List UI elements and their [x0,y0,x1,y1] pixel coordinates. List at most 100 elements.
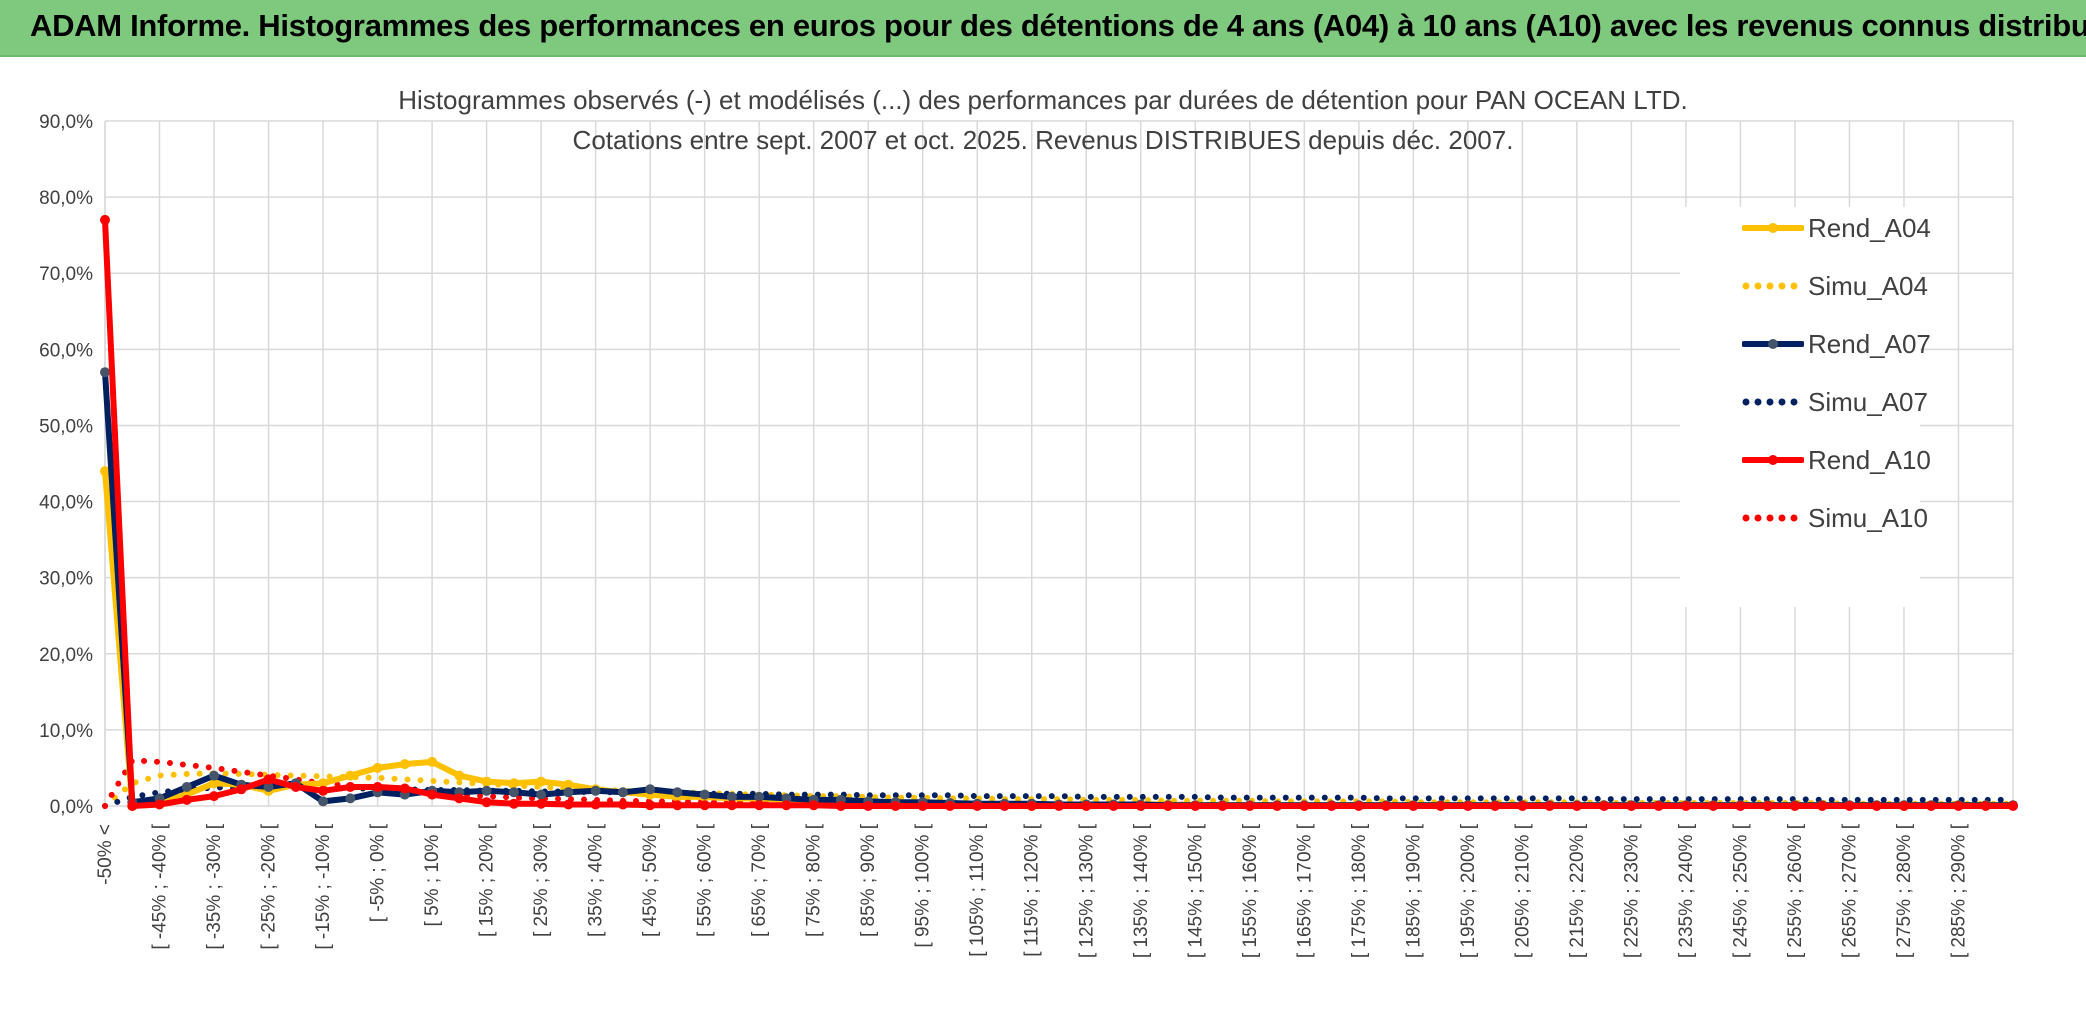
x-tick-label: [ 65% ; 70% [ [749,823,770,937]
point-rend-a10 [1626,801,1637,811]
point-rend-a10 [1353,801,1364,811]
point-rend-a07 [645,784,656,795]
point-rend-a10 [100,214,110,225]
point-rend-a10 [345,782,356,792]
x-tick-label: [ -45% ; -40% [ [150,823,171,949]
x-tick-label: [ 245% ; 250% [ [1730,823,1751,958]
point-rend-a10 [1408,801,1419,811]
x-tick-label: [ -15% ; -10% [ [313,823,334,949]
x-tick-label: [ 175% ; 180% [ [1349,823,1370,958]
legend-label-simu-a10: Simu_A10 [1808,503,1928,533]
x-tick-label: [ 235% ; 240% [ [1676,823,1697,958]
chart-svg: 0,0% 10,0% 20,0% 30,0% 40,0% 50,0% 60,0% 70,0% 8… [39,112,2018,958]
point-rend-a10 [699,800,710,811]
point-rend-a10 [508,798,519,809]
chart-title: Histogrammes observés (-) et modélisés (… [398,85,1688,115]
point-rend-a10 [1381,801,1392,811]
x-tick-label: [ 95% ; 100% [ [913,823,934,947]
point-rend-a10 [1462,801,1473,811]
x-tick-label: -50% < [95,824,116,885]
point-rend-a10 [1135,801,1146,811]
point-rend-a10 [781,800,792,811]
header-banner: ADAM Informe. Histogrammes des performan… [0,0,2086,57]
legend-label-simu-a07: Simu_A07 [1808,387,1928,417]
point-rend-a10 [1599,801,1610,811]
point-rend-a04 [100,466,110,477]
point-rend-a10 [399,783,410,794]
point-rend-a10 [1326,801,1337,811]
legend-swatch-simu-a07 [1742,398,1804,406]
point-rend-a10 [263,774,274,785]
x-tick-label: [ 5% ; 10% [ [422,823,443,926]
point-rend-a04 [508,778,519,789]
legend-item-simu-a10: Simu_A10 [1680,497,1928,537]
point-rend-a07 [672,787,683,798]
point-rend-a10 [945,801,955,811]
point-rend-a07 [508,787,519,798]
chart-legend: Rend_A04 Simu_A04 Rend_A07 Simu_A07 [1680,207,1931,607]
legend-swatch-rend-a04 [1742,223,1804,233]
series-layer [100,214,2018,811]
point-rend-a04 [345,770,356,781]
point-rend-a10 [1217,801,1228,811]
point-rend-a10 [481,797,492,808]
point-rend-a04 [481,776,492,787]
legend-swatch-rend-a07 [1742,339,1804,349]
y-tick-label: 60,0% [39,340,93,361]
chart-area: 0,0% 10,0% 20,0% 30,0% 40,0% 50,0% 60,0% 70,0% 8… [0,57,2086,1033]
point-rend-a10 [917,801,928,811]
point-rend-a07 [699,789,710,800]
point-rend-a10 [1490,801,1501,811]
point-rend-a10 [454,793,465,804]
point-rend-a10 [563,799,574,810]
report-title: ADAM Informe. Histogrammes des performan… [30,8,2086,43]
legend-label-rend-a07: Rend_A07 [1808,329,1931,359]
y-tick-label: 50,0% [39,416,93,437]
x-tick-label: [ 35% ; 40% [ [586,823,607,937]
point-rend-a10 [2008,801,2018,811]
point-rend-a10 [1653,801,1664,811]
x-tick-label: [ -5% ; 0% [ [368,823,389,922]
legend-item-rend-a10: Rend_A10 [1680,439,1931,479]
point-rend-a10 [1817,801,1828,811]
x-tick-label: [ 75% ; 80% [ [804,823,825,937]
point-rend-a10 [1163,801,1173,811]
point-rend-a10 [318,785,329,796]
point-rend-a10 [808,800,819,811]
point-rend-a04 [454,770,465,781]
y-tick-label: 30,0% [39,569,93,590]
point-rend-a10 [536,798,547,809]
y-axis-ticks: 0,0% 10,0% 20,0% 30,0% 40,0% 50,0% 60,0% 70,0% 8… [39,112,93,818]
x-tick-label: [ 25% ; 30% [ [531,823,552,937]
point-rend-a10 [1899,801,1909,811]
point-rend-a10 [1762,801,1773,811]
y-tick-label: 20,0% [39,645,93,666]
point-rend-a10 [617,799,628,810]
x-tick-label: [ 55% ; 60% [ [695,823,716,937]
point-rend-a04 [209,778,219,789]
point-rend-a10 [645,800,656,811]
legend-label-rend-a04: Rend_A04 [1808,213,1931,243]
point-rend-a10 [127,801,138,811]
point-rend-a10 [1517,801,1528,811]
x-tick-label: [ 195% ; 200% [ [1458,823,1479,958]
point-rend-a10 [972,801,983,811]
point-rend-a10 [1244,801,1255,811]
x-tick-label: [ 105% ; 110% [ [967,823,988,956]
point-rend-a10 [1735,801,1746,811]
chart-subtitle: Cotations entre sept. 2007 et oct. 2025.… [572,125,1514,155]
x-tick-label: [ 155% ; 160% [ [1240,823,1261,958]
point-rend-a10 [236,784,247,795]
point-rend-a07 [590,785,601,796]
x-tick-label: [ 45% ; 50% [ [640,823,661,937]
legend-item-rend-a07: Rend_A07 [1680,323,1931,363]
point-rend-a07 [536,789,547,800]
point-rend-a10 [1190,801,1201,811]
point-rend-a10 [999,801,1010,811]
point-rend-a10 [1299,801,1310,811]
point-rend-a04 [427,756,438,767]
legend-swatch-simu-a04 [1742,282,1804,290]
point-rend-a10 [209,791,219,802]
point-rend-a07 [209,770,219,781]
point-rend-a04 [563,779,574,790]
